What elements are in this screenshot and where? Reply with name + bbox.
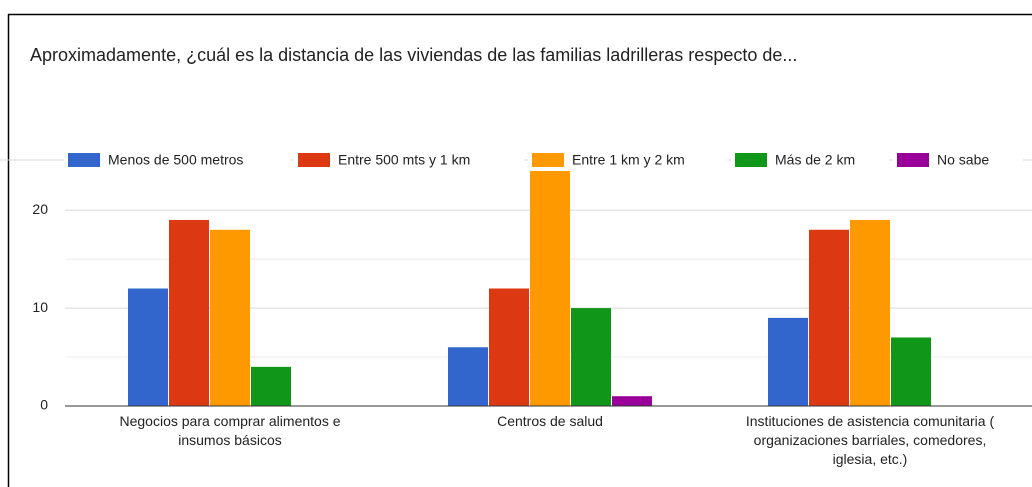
bar [571,308,611,406]
bar [612,396,652,406]
y-tick-label: 10 [32,299,48,315]
bar [891,337,931,406]
x-tick-label: Instituciones de asistencia comunitaria … [746,413,995,467]
bar [530,171,570,406]
bar [251,366,291,406]
legend-swatch [897,153,929,167]
legend-bg [528,150,727,170]
legend-label: No sabe [937,152,989,168]
x-tick-label: Negocios para comprar alimentos e insumos… [120,413,341,448]
bar [850,219,890,406]
chart-title: Aproximadamente, ¿cuál es la distancia d… [30,45,797,65]
legend-swatch [298,153,330,167]
legend-swatch [735,153,767,167]
legend-label: Entre 1 km y 2 km [572,152,685,168]
bar [768,317,808,406]
x-tick-label: Centros de salud [497,413,603,429]
legend-bg [294,150,524,170]
bar [169,219,209,406]
bar [809,229,849,406]
bar [448,347,488,406]
legend-label: Más de 2 km [775,152,855,168]
y-tick-label: 0 [40,397,48,413]
y-tick-label: 20 [32,201,48,217]
legend-bg [64,150,290,170]
bar [489,288,529,406]
bar [210,229,250,406]
legend-label: Entre 500 mts y 1 km [338,152,470,168]
legend-label: Menos de 500 metros [108,152,243,168]
legend-swatch [68,153,100,167]
legend-swatch [532,153,564,167]
bar [128,288,168,406]
legend-bg [731,150,889,170]
